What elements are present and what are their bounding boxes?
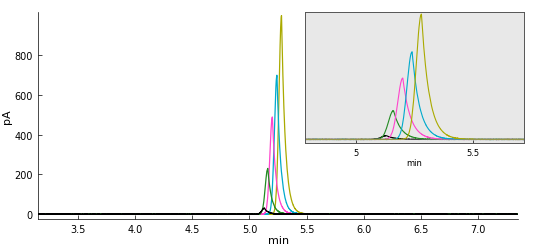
Y-axis label: pA: pA: [2, 109, 12, 123]
X-axis label: min: min: [407, 159, 422, 168]
X-axis label: min: min: [267, 235, 289, 245]
